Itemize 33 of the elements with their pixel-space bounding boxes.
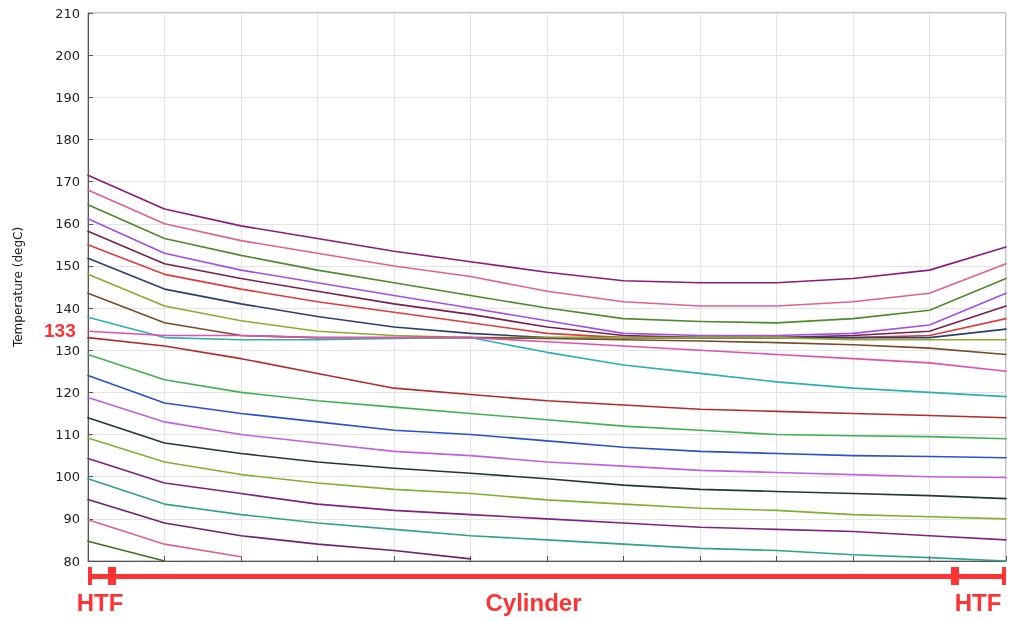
line-series bbox=[87, 330, 1007, 373]
text: 133 bbox=[44, 320, 76, 341]
text: HTF bbox=[76, 588, 124, 616]
line-series bbox=[87, 189, 1007, 307]
y-tick-label: 140 bbox=[55, 300, 80, 316]
y-tick-label: 210 bbox=[55, 5, 80, 21]
line-series bbox=[87, 273, 1007, 341]
y-tick-label: 110 bbox=[55, 427, 80, 443]
y-tick-label: 100 bbox=[55, 469, 80, 485]
line-series bbox=[87, 437, 1007, 520]
line-series bbox=[87, 498, 472, 560]
y-tick-label: 160 bbox=[55, 216, 80, 232]
text: HTF bbox=[954, 588, 1002, 616]
text: Cylinder bbox=[485, 588, 582, 616]
line-series bbox=[87, 396, 1007, 479]
y-tick-label: 150 bbox=[55, 258, 80, 274]
line-series bbox=[87, 416, 1007, 500]
y-tick-label: 180 bbox=[55, 131, 80, 147]
line-series bbox=[87, 353, 1007, 440]
line-series bbox=[87, 174, 1007, 284]
y-axis-title: Temperature (degC) bbox=[11, 226, 25, 349]
y-tick-label: 170 bbox=[55, 174, 80, 190]
y-tick-label: 120 bbox=[55, 384, 80, 400]
line-series bbox=[87, 336, 1007, 419]
line-series bbox=[87, 374, 1007, 459]
y-tick-label: 80 bbox=[63, 553, 80, 569]
line-series bbox=[87, 316, 1007, 398]
y-tick-label: 90 bbox=[63, 511, 80, 527]
y-tick-label: 130 bbox=[55, 342, 80, 358]
y-tick-label: 190 bbox=[55, 89, 80, 105]
line-series bbox=[87, 204, 1007, 324]
y-tick-label: 200 bbox=[55, 47, 80, 63]
line-series bbox=[87, 457, 1007, 541]
